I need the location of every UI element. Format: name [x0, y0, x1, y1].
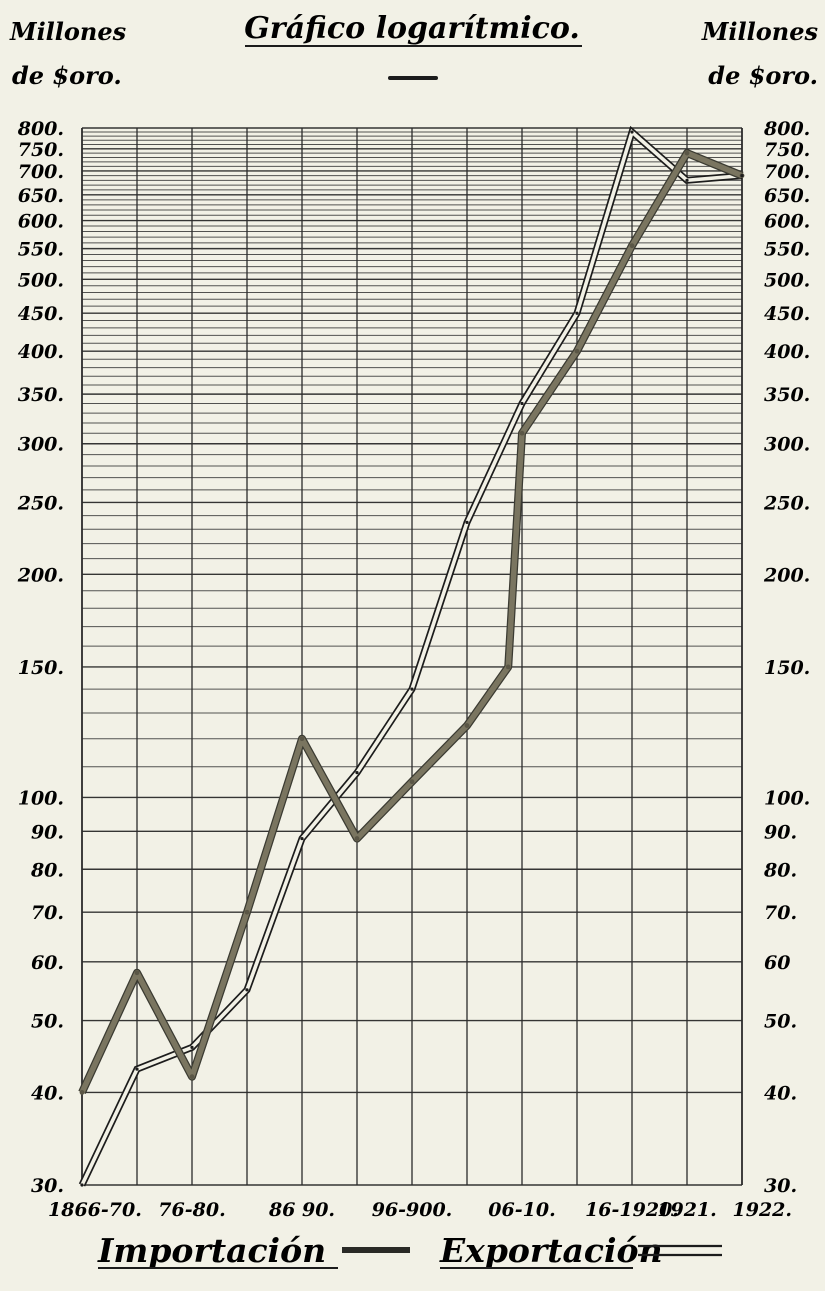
y-tick-label-right: 60 — [764, 952, 790, 974]
series-exportacion-point — [575, 311, 579, 315]
y-tick-label-left: 250. — [17, 492, 64, 514]
series-exportacion-point — [135, 1067, 139, 1071]
y-tick-label-left: 300. — [18, 434, 64, 456]
left-axis-unit-line1: Millones — [9, 17, 127, 46]
y-tick-label-left: 400. — [18, 341, 64, 363]
x-tick-label: 1922. — [733, 1199, 793, 1221]
y-tick-label-left: 650. — [18, 185, 64, 207]
y-tick-label-right: 300. — [764, 434, 810, 456]
legend: Importación Exportación — [97, 1231, 722, 1270]
right-axis-unit-line1: Millones — [701, 17, 819, 46]
legend-label-importacion: Importación — [97, 1231, 326, 1270]
series-exportacion-point — [740, 174, 744, 178]
series-exportacion-point — [190, 1045, 194, 1049]
x-tick-label: 76-80. — [158, 1199, 225, 1221]
x-tick-label: 1866-70. — [48, 1199, 142, 1221]
y-tick-label-right: 350. — [764, 384, 810, 406]
x-tick-label: 86 90. — [268, 1199, 335, 1221]
y-tick-label-left: 100. — [18, 787, 64, 809]
x-tick-label: 06-10. — [488, 1199, 555, 1221]
series-importacion-point — [505, 664, 511, 670]
y-tick-label-left: 750. — [18, 139, 64, 161]
y-tick-label-left: 600. — [18, 211, 64, 233]
y-tick-label-right: 150. — [764, 657, 810, 679]
series-exportacion-point — [300, 836, 304, 841]
y-tick-label-left: 50. — [31, 1011, 64, 1033]
x-tick-label: 1921. — [657, 1199, 717, 1221]
series-exportacion-point — [80, 1183, 84, 1187]
y-tick-label-right: 200. — [763, 564, 810, 586]
series-importacion-point — [464, 723, 470, 728]
y-tick-label-left: 350. — [18, 384, 64, 406]
y-tick-label-right: 80. — [763, 859, 797, 881]
x-tick-label: 16-1920. — [585, 1199, 679, 1221]
y-tick-label-left: 550. — [18, 239, 64, 261]
series-layer — [78, 125, 745, 1187]
series-importacion-point — [409, 779, 415, 785]
series-exportacion-point — [465, 520, 469, 524]
y-tick-label-right: 30. — [764, 1175, 797, 1197]
series-importacion-point — [574, 348, 580, 354]
series-importacion-line — [79, 150, 744, 1094]
y-tick-label-right: 50. — [764, 1011, 797, 1033]
y-tick-label-left: 500. — [18, 269, 64, 291]
y-tick-label-left: 150. — [18, 657, 64, 679]
chart-title: Gráfico logarítmico. — [244, 11, 580, 46]
series-importacion-point — [629, 243, 635, 249]
y-tick-label-right: 800. — [763, 118, 810, 140]
y-tick-label-left: 30. — [31, 1175, 64, 1197]
y-tick-label-right: 600. — [764, 211, 810, 233]
series-importacion-point — [79, 1089, 85, 1095]
series-importacion-point — [354, 836, 360, 841]
y-tick-label-right: 700. — [764, 161, 810, 183]
series-exportacion-point — [630, 130, 634, 134]
y-tick-label-right: 500. — [764, 269, 810, 291]
y-tick-label-right: 40. — [764, 1082, 797, 1104]
y-tick-label-right: 90. — [764, 821, 797, 843]
y-tick-label-left: 450. — [18, 303, 64, 325]
y-tick-label-left: 40. — [31, 1082, 64, 1104]
y-tick-label-right: 450. — [764, 303, 810, 325]
y-tick-label-left: 60. — [31, 952, 64, 974]
series-importacion-point — [519, 430, 525, 436]
y-tick-label-left: 90. — [31, 821, 64, 843]
series-importacion-point — [684, 150, 690, 156]
y-tick-label-left: 80. — [30, 859, 64, 881]
series-exportacion-point — [355, 771, 359, 775]
x-tick-label: 96-900. — [372, 1199, 453, 1221]
y-tick-label-left: 200. — [17, 564, 64, 586]
axis-labels: 800.750.700.650.600.550.500.450.400.350.… — [17, 118, 811, 1221]
series-exportacion-point — [520, 401, 524, 406]
y-tick-label-right: 550. — [764, 239, 810, 261]
series-importacion-point — [299, 736, 305, 742]
series-exportacion-point — [685, 178, 689, 182]
grid — [81, 127, 743, 1186]
y-tick-label-right: 400. — [764, 341, 810, 363]
series-exportacion-point — [245, 988, 249, 992]
y-tick-label-right: 250. — [763, 492, 810, 514]
series-importacion-point — [189, 1074, 195, 1080]
left-axis-unit-line2: de $oro. — [12, 61, 122, 90]
y-tick-label-right: 100. — [764, 787, 810, 809]
y-tick-label-left: 800. — [17, 118, 64, 140]
series-importacion-point — [244, 909, 250, 915]
y-tick-label-right: 70. — [764, 902, 797, 924]
right-axis-unit-line2: de $oro. — [708, 61, 818, 90]
series-importacion-point — [134, 970, 140, 976]
y-tick-label-right: 650. — [764, 185, 810, 207]
y-tick-label-left: 700. — [18, 161, 64, 183]
legend-label-exportacion: Exportación — [439, 1231, 663, 1270]
series-exportacion-point — [410, 687, 414, 691]
y-tick-label-left: 70. — [31, 902, 64, 924]
y-tick-label-right: 750. — [764, 139, 810, 161]
